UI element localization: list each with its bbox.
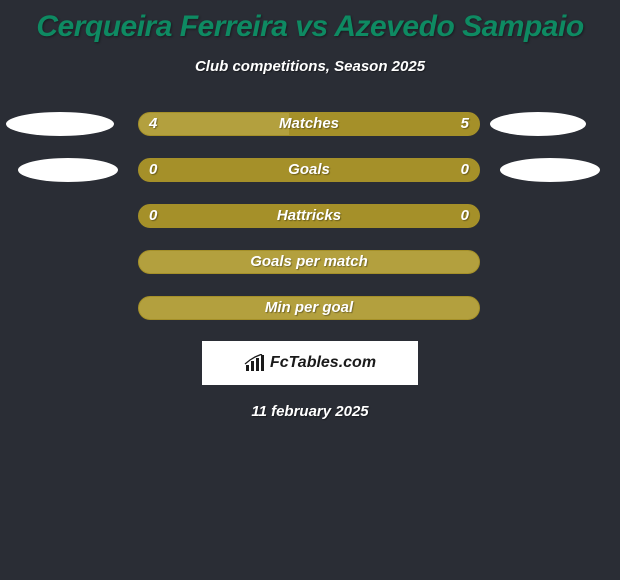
- stat-value-left: 4: [149, 115, 157, 132]
- stat-value-left: 0: [149, 161, 157, 178]
- player-right-ellipse: [490, 112, 586, 136]
- stat-label: Matches: [139, 115, 479, 132]
- stat-row: Hattricks0 0: [0, 203, 620, 229]
- stat-bar: Hattricks0 0: [138, 204, 480, 228]
- stat-row: Goals0 0: [0, 157, 620, 183]
- stat-bar: Matches4 5: [138, 112, 480, 136]
- stat-label: Hattricks: [139, 207, 479, 224]
- page-subtitle: Club competitions, Season 2025: [0, 58, 620, 75]
- stat-label: Goals: [139, 161, 479, 178]
- player-left-ellipse: [18, 158, 118, 182]
- date-text: 11 february 2025: [0, 403, 620, 420]
- stat-row: Goals per match: [0, 249, 620, 275]
- page-title: Cerqueira Ferreira vs Azevedo Sampaio: [0, 0, 620, 44]
- stat-value-right: 0: [461, 161, 469, 178]
- stat-row: Min per goal: [0, 295, 620, 321]
- stat-row: Matches4 5: [0, 111, 620, 137]
- stat-value-right: 0: [461, 207, 469, 224]
- stat-label: Goals per match: [139, 253, 479, 270]
- comparison-bars: Matches45Goals00Hattricks00Goals per mat…: [0, 111, 620, 321]
- stat-bar: Goals0 0: [138, 158, 480, 182]
- stat-label: Min per goal: [139, 299, 479, 316]
- logo-text: FcTables.com: [270, 354, 376, 372]
- stat-value-left: 0: [149, 207, 157, 224]
- chart-icon: [244, 354, 266, 372]
- player-left-ellipse: [6, 112, 114, 136]
- stat-bar: Goals per match: [138, 250, 480, 274]
- logo-box: FcTables.com: [202, 341, 418, 385]
- player-right-ellipse: [500, 158, 600, 182]
- stat-value-right: 5: [461, 115, 469, 132]
- stat-bar: Min per goal: [138, 296, 480, 320]
